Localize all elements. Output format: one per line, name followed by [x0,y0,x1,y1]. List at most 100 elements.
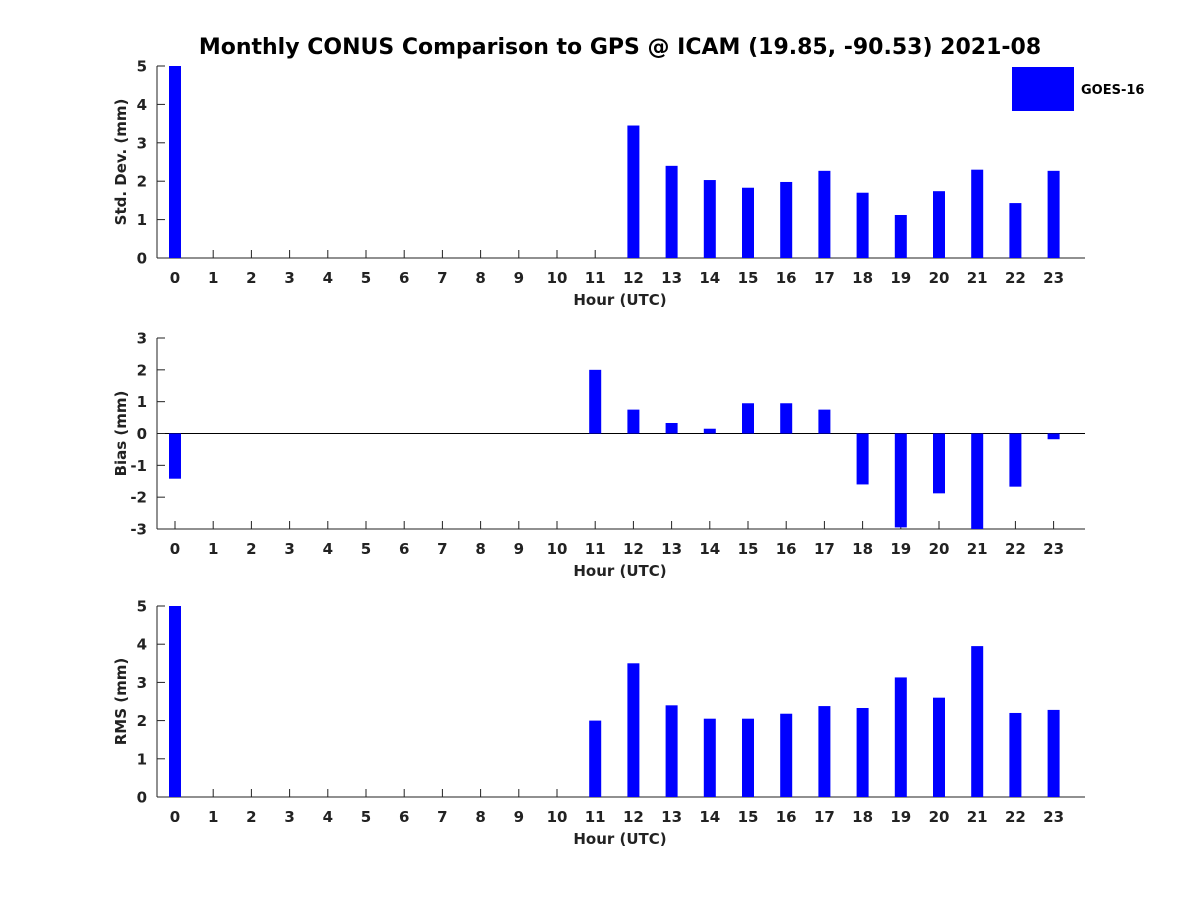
x-tick-label: 0 [170,269,180,287]
x-tick-label: 20 [929,540,950,558]
x-tick-label: 16 [776,540,797,558]
bar-stddev-19 [894,214,907,258]
x-tick-label: 19 [890,269,911,287]
x-tick-label: 3 [284,808,294,826]
bar-stddev-23 [1047,170,1060,258]
x-tick-label: 0 [170,540,180,558]
x-tick-label: 8 [475,269,485,287]
bar-bias-11 [589,369,602,434]
x-tick-label: 17 [814,808,835,826]
bar-rms-22 [1009,712,1022,797]
y-tick-label: 3 [137,674,147,692]
bar-bias-15 [742,403,754,434]
x-tick-label: 19 [890,540,911,558]
x-tick-label: 23 [1043,540,1064,558]
x-tick-label: 15 [738,808,759,826]
legend-label: GOES-16 [1081,83,1144,98]
bar-bias-23 [1047,433,1060,440]
x-tick-label: 14 [699,269,720,287]
x-tick-label: 13 [661,540,682,558]
x-tick-label: 9 [514,269,524,287]
x-tick-label: 2 [246,540,256,558]
bar-stddev-0 [169,66,181,258]
bar-rms-19 [894,677,907,797]
x-tick-label: 12 [623,540,644,558]
y-tick-label: 0 [137,425,147,443]
x-tick-label: 12 [623,269,644,287]
x-tick-label: 5 [361,808,371,826]
bar-stddev-20 [933,191,945,258]
y-tick-label: 1 [137,750,147,768]
bar-stddev-16 [780,181,793,258]
x-tick-label: 7 [437,269,447,287]
y-tick-label: 4 [137,636,147,654]
x-tick-label: 12 [623,808,644,826]
y-tick-label: 1 [137,393,147,411]
y-tick-label: 2 [137,712,147,730]
x-tick-label: 2 [246,808,256,826]
x-tick-label: 5 [361,540,371,558]
x-tick-label: 7 [437,808,447,826]
x-tick-label: 22 [1005,808,1026,826]
x-tick-label: 4 [323,540,333,558]
bar-bias-0 [169,433,181,479]
x-tick-label: 1 [208,269,218,287]
x-tick-label: 21 [967,540,988,558]
x-tick-label: 8 [475,540,485,558]
x-tick-label: 6 [399,808,409,826]
bar-bias-13 [665,422,678,434]
bar-bias-12 [627,409,640,434]
x-tick-label: 16 [776,269,797,287]
x-tick-label: 21 [967,808,988,826]
x-tick-label: 22 [1005,540,1026,558]
y-tick-label: -1 [130,457,147,475]
x-tick-label: 18 [852,540,873,558]
bar-stddev-15 [742,187,754,258]
y-tick-label: 3 [137,330,147,348]
x-tick-label: 18 [852,269,873,287]
bar-rms-17 [818,706,831,797]
bar-stddev-14 [703,180,716,258]
y-axis-label: RMS (mm) [112,658,130,745]
x-tick-label: 7 [437,540,447,558]
x-axis-label: Hour (UTC) [573,291,666,309]
x-tick-label: 17 [814,269,835,287]
y-tick-label: -2 [130,489,147,507]
x-tick-label: 13 [661,269,682,287]
bar-rms-11 [589,720,602,797]
x-tick-label: 21 [967,269,988,287]
x-tick-label: 9 [514,540,524,558]
x-tick-label: 0 [170,808,180,826]
x-tick-label: 22 [1005,269,1026,287]
x-tick-label: 15 [738,540,759,558]
x-tick-label: 20 [929,808,950,826]
x-tick-label: 11 [585,808,606,826]
x-tick-label: 6 [399,540,409,558]
x-axis-label: Hour (UTC) [573,562,666,580]
x-tick-label: 23 [1043,808,1064,826]
x-tick-label: 5 [361,269,371,287]
bar-bias-21 [971,433,984,529]
x-tick-label: 4 [323,269,333,287]
bar-rms-14 [703,718,716,797]
y-tick-label: 2 [137,173,147,191]
x-tick-label: 17 [814,540,835,558]
y-axis-label: Bias (mm) [112,391,130,477]
y-tick-label: 1 [137,211,147,229]
bar-stddev-13 [665,165,678,258]
x-tick-label: 1 [208,808,218,826]
x-tick-label: 9 [514,808,524,826]
bar-rms-21 [971,646,984,797]
bar-stddev-12 [627,125,640,259]
y-tick-label: 2 [137,361,147,379]
bar-rms-15 [742,718,754,797]
x-tick-label: 10 [547,269,568,287]
bar-stddev-18 [856,192,869,258]
y-tick-label: 0 [137,789,147,807]
x-tick-label: 16 [776,808,797,826]
bar-stddev-17 [818,170,831,258]
x-tick-label: 3 [284,269,294,287]
y-axis-label: Std. Dev. (mm) [112,99,130,226]
